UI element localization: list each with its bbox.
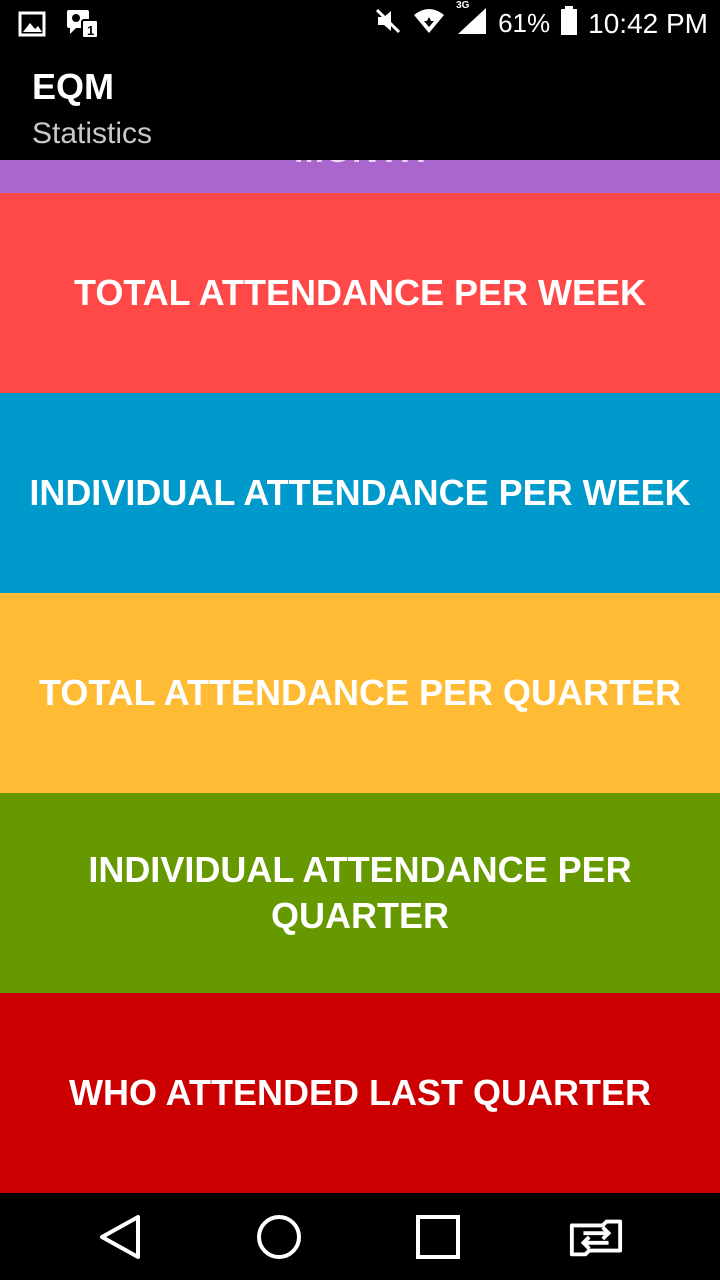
battery-percent: 61% [498, 8, 550, 39]
statistics-item-label: WHO ATTENDED LAST QUARTER [69, 1070, 651, 1116]
app-bar: EQM Statistics [0, 50, 720, 160]
home-button[interactable] [251, 1209, 307, 1265]
mute-icon [374, 7, 402, 40]
svg-text:1: 1 [87, 23, 94, 38]
statistics-item-total-attendance-per-quarter[interactable]: TOTAL ATTENDANCE PER QUARTER [0, 593, 720, 793]
statistics-item-individual-attendance-per-week[interactable]: INDIVIDUAL ATTENDANCE PER WEEK [0, 393, 720, 593]
statistics-item-label: INDIVIDUAL ATTENDANCE PER WEEK [29, 470, 690, 516]
statistics-item-month[interactable]: MONTH [0, 160, 720, 193]
clock: 10:42 PM [588, 8, 708, 40]
network-type-label: 3G [456, 0, 469, 11]
app-title: EQM [32, 66, 114, 108]
statistics-item-label: MONTH [294, 160, 426, 173]
statistics-item-label: TOTAL ATTENDANCE PER QUARTER [39, 670, 681, 716]
app-subtitle: Statistics [32, 117, 152, 151]
home-icon [255, 1213, 303, 1261]
recents-icon [415, 1214, 461, 1260]
statistics-item-total-attendance-per-week[interactable]: TOTAL ATTENDANCE PER WEEK [0, 193, 720, 393]
signal-icon: 3G [456, 6, 488, 41]
switch-app-button[interactable] [568, 1209, 624, 1265]
statistics-item-label: INDIVIDUAL ATTENDANCE PER QUARTER [70, 847, 650, 939]
battery-icon [560, 6, 578, 41]
status-bar: 1 3G 61% [0, 0, 720, 50]
eye-notification-icon: 1 [66, 8, 100, 45]
statistics-item-label: TOTAL ATTENDANCE PER WEEK [74, 270, 646, 316]
back-icon [98, 1213, 142, 1261]
switch-app-icon [568, 1217, 624, 1257]
statistics-item-who-attended-last-quarter[interactable]: WHO ATTENDED LAST QUARTER [0, 993, 720, 1193]
back-button[interactable] [92, 1209, 148, 1265]
statistics-list[interactable]: MONTH TOTAL ATTENDANCE PER WEEK INDIVIDU… [0, 160, 720, 1193]
wifi-icon [412, 7, 446, 40]
gallery-icon [18, 11, 46, 42]
statistics-item-individual-attendance-per-quarter[interactable]: INDIVIDUAL ATTENDANCE PER QUARTER [0, 793, 720, 993]
navigation-bar [0, 1193, 720, 1280]
recents-button[interactable] [410, 1209, 466, 1265]
